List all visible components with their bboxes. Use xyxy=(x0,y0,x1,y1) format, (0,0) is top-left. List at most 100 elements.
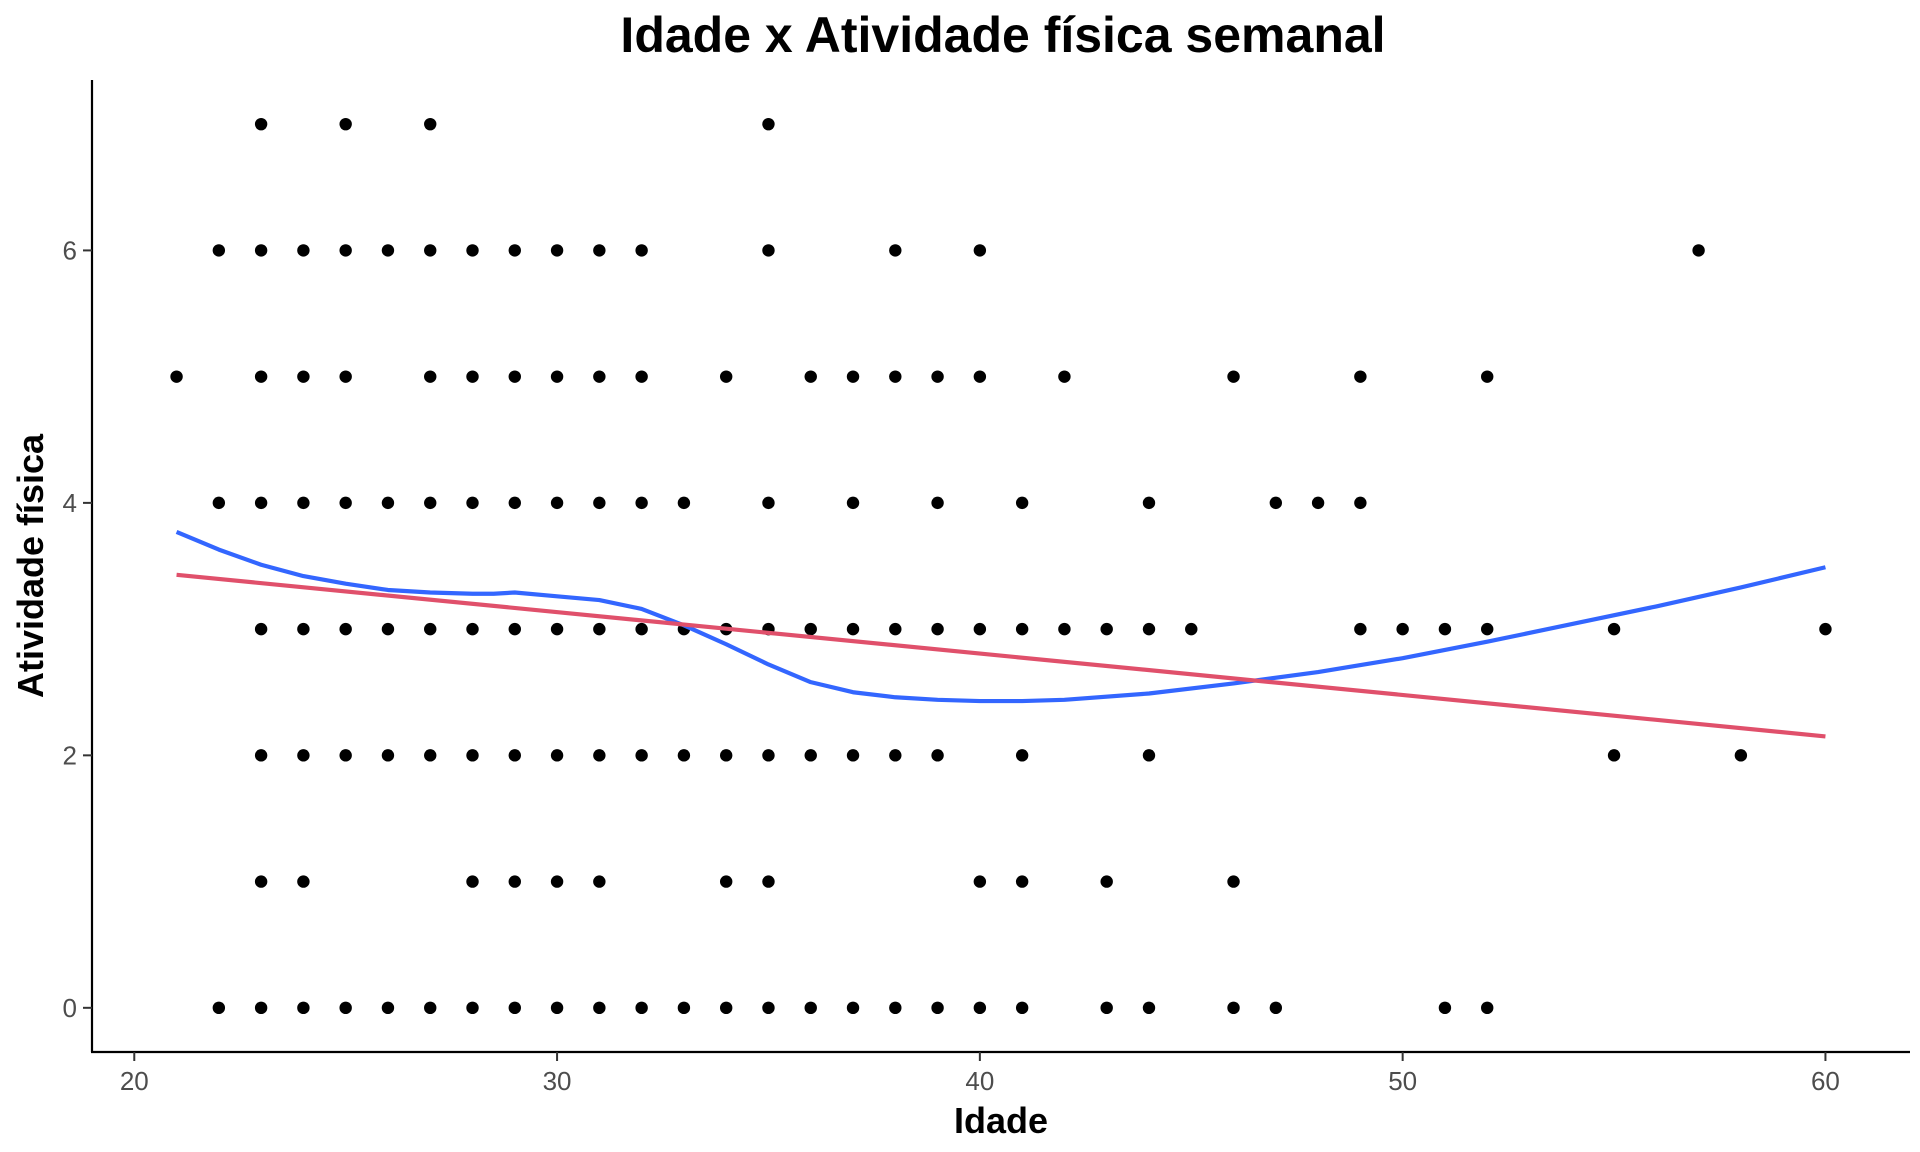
data-point xyxy=(466,496,479,510)
data-point xyxy=(1354,370,1367,383)
data-point xyxy=(424,622,437,636)
chart-title: Idade x Atividade física semanal xyxy=(620,7,1385,63)
data-point xyxy=(804,1001,817,1015)
data-point xyxy=(297,875,310,888)
data-point xyxy=(593,244,606,257)
data-point xyxy=(973,1001,987,1015)
data-point xyxy=(677,1001,691,1015)
data-point xyxy=(381,622,395,636)
data-point xyxy=(719,749,733,762)
data-point xyxy=(508,875,521,888)
data-point xyxy=(1481,370,1494,383)
data-point xyxy=(593,749,606,762)
data-point xyxy=(593,496,606,510)
data-point xyxy=(931,749,944,762)
data-point xyxy=(339,749,352,762)
data-point xyxy=(931,622,944,636)
data-point xyxy=(1142,1001,1156,1015)
data-point xyxy=(677,496,691,510)
data-point xyxy=(254,749,268,762)
data-point xyxy=(1100,1001,1113,1015)
data-point xyxy=(424,1001,437,1015)
data-point xyxy=(1058,370,1071,383)
data-point xyxy=(593,622,606,636)
data-point xyxy=(466,1001,479,1015)
data-point xyxy=(1311,496,1325,510)
data-point xyxy=(508,244,521,257)
data-point xyxy=(1015,622,1029,636)
x-tick-label: 40 xyxy=(965,1066,994,1096)
data-point xyxy=(1354,622,1367,636)
data-point xyxy=(593,1001,606,1015)
plot-area xyxy=(170,117,1832,1015)
data-point xyxy=(297,244,310,257)
data-point xyxy=(424,370,437,383)
data-point xyxy=(550,875,564,888)
data-point xyxy=(593,370,606,383)
data-point xyxy=(466,370,479,383)
data-point xyxy=(508,622,521,636)
data-point xyxy=(550,244,564,257)
data-point xyxy=(1481,622,1494,636)
data-point xyxy=(466,749,479,762)
data-point xyxy=(762,875,775,888)
data-point xyxy=(424,496,437,510)
x-axis-title: Idade xyxy=(954,1100,1048,1141)
data-point xyxy=(1227,370,1240,383)
data-point xyxy=(212,496,226,510)
data-point xyxy=(719,370,733,383)
data-point xyxy=(212,1001,226,1015)
data-point xyxy=(508,749,521,762)
x-tick-label: 20 xyxy=(120,1066,149,1096)
data-point xyxy=(931,370,944,383)
data-point xyxy=(1819,622,1832,636)
y-tick-label: 0 xyxy=(63,993,77,1023)
data-point xyxy=(508,1001,521,1015)
data-point xyxy=(339,370,352,383)
data-point xyxy=(381,1001,395,1015)
data-point xyxy=(254,496,268,510)
data-point xyxy=(254,1001,268,1015)
data-point xyxy=(550,1001,564,1015)
data-point xyxy=(1269,496,1283,510)
data-point xyxy=(508,496,521,510)
data-point xyxy=(1227,875,1240,888)
data-point xyxy=(550,370,564,383)
data-point xyxy=(297,1001,310,1015)
data-point xyxy=(1100,622,1113,636)
data-point xyxy=(889,370,902,383)
y-ticks: 0 2 4 6 xyxy=(63,235,92,1023)
data-point xyxy=(635,622,648,636)
data-point xyxy=(846,496,860,510)
data-point xyxy=(466,875,479,888)
data-point xyxy=(889,749,902,762)
data-point xyxy=(508,370,521,383)
data-point xyxy=(889,1001,902,1015)
data-point xyxy=(1100,875,1113,888)
data-point xyxy=(424,117,437,131)
data-point xyxy=(973,875,987,888)
data-point xyxy=(889,622,902,636)
data-point xyxy=(973,622,987,636)
smooth-line xyxy=(175,529,1826,704)
data-point xyxy=(931,496,944,510)
data-point xyxy=(804,370,817,383)
data-point xyxy=(381,244,395,257)
data-point xyxy=(381,749,395,762)
data-point xyxy=(635,370,648,383)
x-tick-label: 60 xyxy=(1811,1066,1840,1096)
data-point xyxy=(339,244,352,257)
data-point xyxy=(339,496,352,510)
data-point xyxy=(1354,496,1367,510)
data-point xyxy=(762,244,775,257)
data-point xyxy=(1015,749,1029,762)
data-point xyxy=(550,496,564,510)
data-point xyxy=(339,1001,352,1015)
data-point xyxy=(973,244,987,257)
data-point xyxy=(762,117,775,131)
data-point xyxy=(1058,622,1071,636)
data-point xyxy=(550,622,564,636)
data-point xyxy=(254,875,268,888)
data-point xyxy=(254,244,268,257)
